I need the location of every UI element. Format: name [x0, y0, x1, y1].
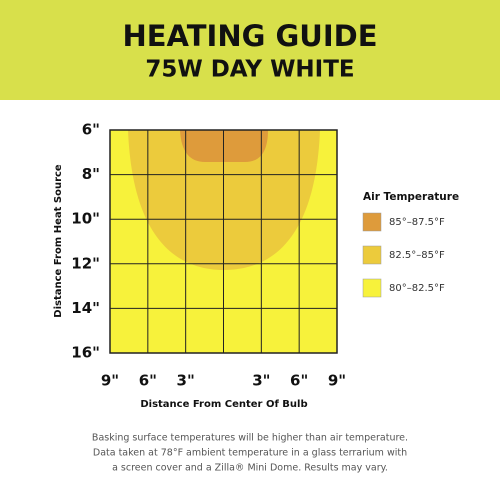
- y-tick-label: 10": [71, 210, 100, 228]
- y-tick-label: 16": [71, 344, 100, 362]
- footnote: Data taken at 78°F ambient temperature i…: [93, 448, 407, 459]
- footnote: Basking surface temperatures will be hig…: [92, 433, 408, 444]
- chart-title: HEATING GUIDE: [122, 19, 377, 53]
- legend-title: Air Temperature: [363, 191, 459, 203]
- legend-label: 82.5°–85°F: [389, 250, 445, 261]
- x-tick-label: 3": [252, 372, 270, 390]
- legend-swatch: [362, 245, 382, 265]
- banner: [0, 0, 500, 100]
- chart-subtitle: 75W DAY WHITE: [145, 57, 354, 83]
- plot-border: [109, 129, 338, 354]
- y-tick-label: 6": [82, 121, 100, 139]
- legend-label: 80°–82.5°F: [389, 283, 445, 294]
- footnote: a screen cover and a Zilla® Mini Dome. R…: [112, 463, 388, 474]
- y-tick-label: 14": [71, 299, 100, 317]
- x-tick-label: 6": [290, 372, 308, 390]
- y-axis-label: Distance From Heat Source: [53, 164, 64, 318]
- legend-label: 85°–87.5°F: [389, 217, 445, 228]
- y-tick-label: 12": [71, 254, 100, 272]
- x-tick-label: 3": [177, 372, 195, 390]
- legend-swatch: [362, 212, 382, 232]
- y-tick-label: 8": [82, 165, 100, 183]
- x-tick-label: 9": [328, 372, 346, 390]
- legend-swatch: [362, 278, 382, 298]
- x-tick-label: 6": [139, 372, 157, 390]
- x-tick-label: 9": [101, 372, 119, 390]
- x-axis-label: Distance From Center Of Bulb: [140, 399, 307, 410]
